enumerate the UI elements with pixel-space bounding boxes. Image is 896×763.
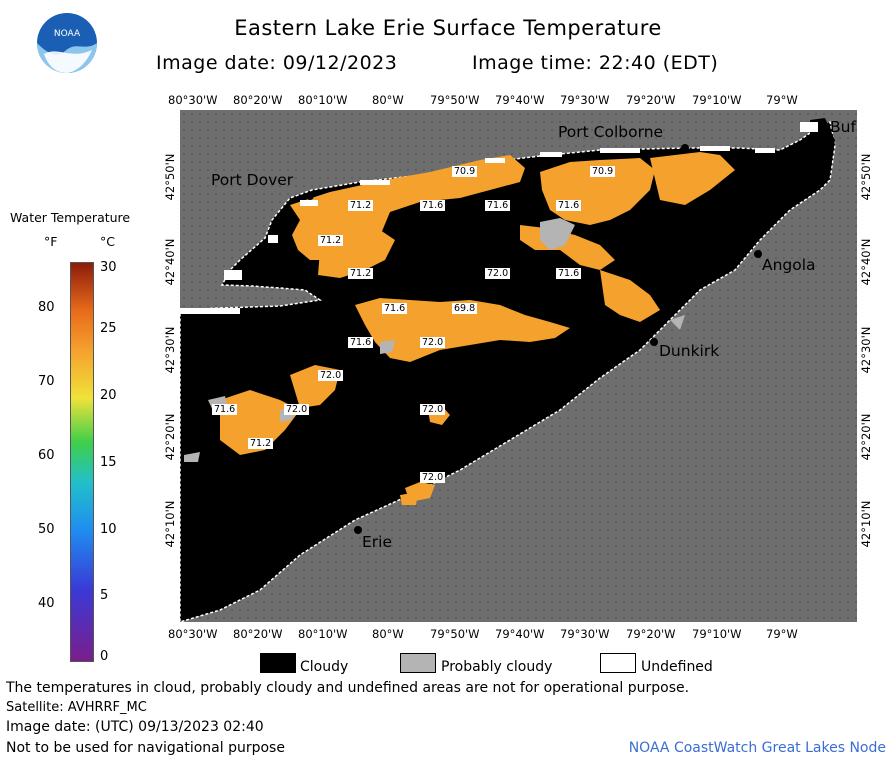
c-tick: 10 (100, 522, 117, 537)
f-tick: 70 (38, 374, 55, 389)
satellite: Satellite: AVHRRF_MC (6, 700, 147, 715)
unit-fahrenheit: °F (44, 234, 58, 249)
lat-tick-right: 42°10'N (859, 500, 873, 548)
credit: NOAA CoastWatch Great Lakes Node (628, 740, 886, 756)
lat-tick-left: 42°40'N (163, 238, 177, 286)
colorbar (70, 262, 94, 662)
temp-label: 71.2 (318, 235, 344, 246)
place-port-dover: Port Dover (211, 171, 294, 189)
place-buffalo: Buf (830, 118, 856, 136)
lat-tick-left: 42°10'N (163, 500, 177, 548)
temp-label: 71.6 (420, 200, 446, 211)
disclaimer: The temperatures in cloud, probably clou… (6, 680, 690, 696)
image-date: Image date: 09/12/2023 (156, 52, 398, 74)
lon-tick-top: 80°W (372, 93, 404, 107)
temp-label: 71.6 (382, 303, 408, 314)
lat-tick-left: 42°30'N (163, 326, 177, 374)
key-undefined-label: Undefined (641, 659, 713, 675)
c-tick: 20 (100, 388, 117, 403)
lake-erie-map (180, 110, 857, 622)
lat-tick-right: 42°50'N (859, 153, 873, 201)
lat-tick-right: 42°30'N (859, 326, 873, 374)
place-erie: Erie (362, 533, 393, 551)
logo-text: NOAA (54, 29, 81, 39)
lon-tick-top: 80°10'W (298, 93, 348, 107)
lon-tick-bottom: 79°20'W (626, 627, 676, 641)
lon-tick-bottom: 80°20'W (233, 627, 283, 641)
temp-label: 69.8 (452, 303, 478, 314)
temp-label: 72.0 (420, 337, 446, 348)
temp-label: 71.6 (212, 404, 238, 415)
temp-label: 72.0 (420, 472, 446, 483)
lon-tick-top: 79°20'W (626, 93, 676, 107)
lon-tick-top: 79°10'W (692, 93, 742, 107)
key-cloudy-swatch (260, 653, 296, 673)
key-probably-cloudy-swatch (400, 653, 436, 673)
temp-label: 71.2 (348, 268, 374, 279)
temp-label: 72.0 (318, 370, 344, 381)
temp-label: 71.6 (556, 200, 582, 211)
lon-tick-bottom: 79°50'W (430, 627, 480, 641)
lon-tick-top: 79°40'W (495, 93, 545, 107)
city-markers (306, 134, 832, 534)
lon-tick-top: 79°50'W (430, 93, 480, 107)
undefined-fringe (180, 122, 818, 314)
lat-tick-left: 42°50'N (163, 153, 177, 201)
key-undefined-swatch (600, 653, 636, 673)
temp-label: 70.9 (590, 166, 616, 177)
temp-label: 70.9 (452, 166, 478, 177)
place-port-colborne: Port Colborne (558, 123, 664, 141)
image-time: Image time: 22:40 (EDT) (472, 52, 719, 74)
lon-tick-top: 80°20'W (233, 93, 283, 107)
temp-label: 71.6 (556, 268, 582, 279)
f-tick: 80 (38, 300, 55, 315)
utc-date: Image date: (UTC) 09/13/2023 02:40 (6, 719, 264, 735)
lat-tick-left: 42°20'N (163, 413, 177, 461)
key-probably-cloudy-label: Probably cloudy (441, 659, 553, 675)
temp-label: 72.0 (284, 404, 310, 415)
noaa-logo: NOAA (37, 13, 97, 73)
c-tick: 25 (100, 321, 117, 336)
lon-tick-top: 80°30'W (168, 93, 218, 107)
lon-tick-top: 79°30'W (560, 93, 610, 107)
place-angola: Angola (762, 256, 816, 274)
lon-tick-bottom: 80°10'W (298, 627, 348, 641)
c-tick: 0 (100, 649, 109, 664)
temp-label: 72.0 (420, 404, 446, 415)
lon-tick-bottom: 79°10'W (692, 627, 742, 641)
temp-label: 71.2 (248, 438, 274, 449)
c-tick: 5 (100, 588, 109, 603)
c-tick: 15 (100, 455, 117, 470)
f-tick: 50 (38, 522, 55, 537)
temp-label: 71.6 (348, 337, 374, 348)
lon-tick-bottom: 79°W (766, 627, 798, 641)
f-tick: 40 (38, 596, 55, 611)
lon-tick-bottom: 80°30'W (168, 627, 218, 641)
lon-tick-top: 79°W (766, 93, 798, 107)
temp-label: 71.2 (348, 200, 374, 211)
navigation-warning: Not to be used for navigational purpose (6, 740, 285, 756)
c-tick: 30 (100, 260, 117, 275)
lon-tick-bottom: 80°W (372, 627, 404, 641)
lon-tick-bottom: 79°30'W (560, 627, 610, 641)
key-cloudy-label: Cloudy (300, 659, 349, 675)
temp-label: 72.0 (485, 268, 511, 279)
map-title: Eastern Lake Erie Surface Temperature (234, 16, 662, 40)
place-dunkirk: Dunkirk (659, 342, 720, 360)
legend-title: Water Temperature (10, 210, 131, 225)
warm-water-patches (220, 152, 735, 505)
lat-tick-right: 42°20'N (859, 413, 873, 461)
lon-tick-bottom: 79°40'W (495, 627, 545, 641)
lat-tick-right: 42°40'N (859, 238, 873, 286)
unit-celsius: °C (100, 234, 115, 249)
temp-label: 71.6 (485, 200, 511, 211)
f-tick: 60 (38, 448, 55, 463)
